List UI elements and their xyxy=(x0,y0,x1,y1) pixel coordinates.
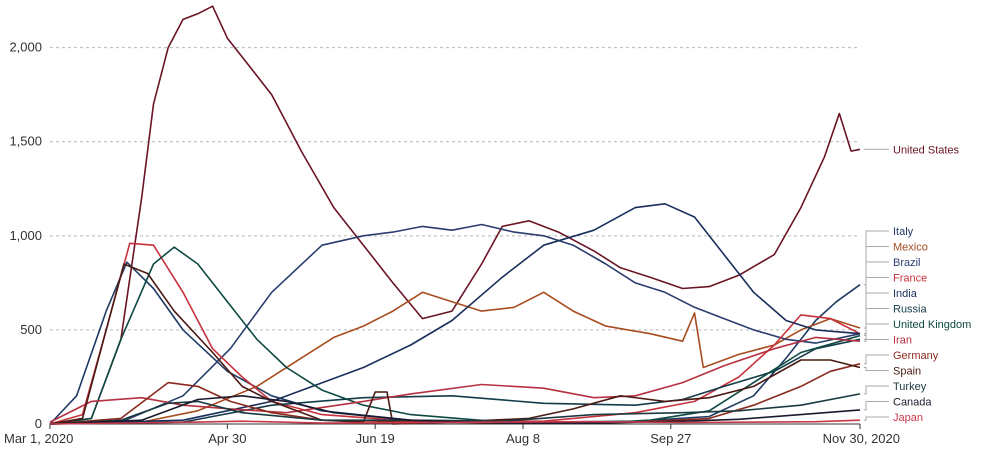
legend-label-iran: Iran xyxy=(893,335,912,347)
x-tick-label: Jun 19 xyxy=(356,431,395,446)
legend-leader xyxy=(864,261,889,335)
legend-label-spain: Spain xyxy=(893,366,921,378)
x-tick-label: Aug 8 xyxy=(506,431,540,446)
series-line-germany xyxy=(49,363,861,425)
legend-leader xyxy=(864,339,889,342)
series-line-france xyxy=(49,242,861,425)
series-line-italy xyxy=(49,261,861,425)
x-tick-label: Apr 30 xyxy=(208,431,246,446)
series-line-canada xyxy=(49,395,861,425)
legend-leader xyxy=(864,401,889,411)
series-lines xyxy=(49,5,861,425)
legend-label-brazil: Brazil xyxy=(893,257,921,269)
legend-label-united-states: United States xyxy=(893,144,960,156)
x-tick-label: Nov 30, 2020 xyxy=(823,431,900,446)
y-tick-label: 2,000 xyxy=(9,40,42,55)
x-tick-label: Mar 1, 2020 xyxy=(4,431,73,446)
series-line-india xyxy=(49,203,861,425)
legend-leader xyxy=(864,416,889,421)
legend-leader xyxy=(864,385,889,395)
legend-label-turkey: Turkey xyxy=(893,381,927,393)
series-line-japan xyxy=(49,419,861,425)
legend-leaders xyxy=(864,148,889,421)
legend-label-france: France xyxy=(893,273,927,285)
legend-leader xyxy=(864,323,889,337)
legend-label-italy: Italy xyxy=(893,226,914,238)
y-tick-label: 500 xyxy=(20,322,42,337)
y-axis-ticks: 0 500 1,000 1,500 2,000 xyxy=(9,40,42,431)
series-line-mexico xyxy=(49,291,861,425)
legend-leader xyxy=(864,292,889,335)
legend-leader xyxy=(864,230,889,286)
series-line-spain xyxy=(49,263,861,425)
legend-leader xyxy=(864,246,889,329)
series-line-brazil xyxy=(49,223,861,425)
series-line-united-kingdom xyxy=(49,246,861,425)
legend-label-canada: Canada xyxy=(893,397,932,409)
legend-label-japan: Japan xyxy=(893,412,923,424)
x-axis-ticks: Mar 1, 2020 Apr 30 Jun 19 Aug 8 Sep 27 Nov 30… xyxy=(4,424,900,446)
legend-label-germany: Germany xyxy=(893,350,939,362)
legend: United States Italy Mexico Brazil France Indi… xyxy=(893,144,971,424)
series-line-united-states xyxy=(49,5,861,425)
legend-leader xyxy=(864,354,889,365)
legend-leader xyxy=(864,367,889,371)
y-tick-label: 1,000 xyxy=(9,228,42,243)
legend-label-mexico: Mexico xyxy=(893,242,928,254)
legend-label-russia: Russia xyxy=(893,304,928,316)
y-tick-label: 0 xyxy=(35,416,42,431)
y-tick-label: 1,500 xyxy=(9,134,42,149)
grid-lines xyxy=(50,47,860,425)
x-tick-label: Sep 27 xyxy=(650,431,691,446)
legend-leader xyxy=(864,277,889,335)
legend-label-india: India xyxy=(893,288,918,300)
legend-label-united-kingdom: United Kingdom xyxy=(893,319,971,331)
